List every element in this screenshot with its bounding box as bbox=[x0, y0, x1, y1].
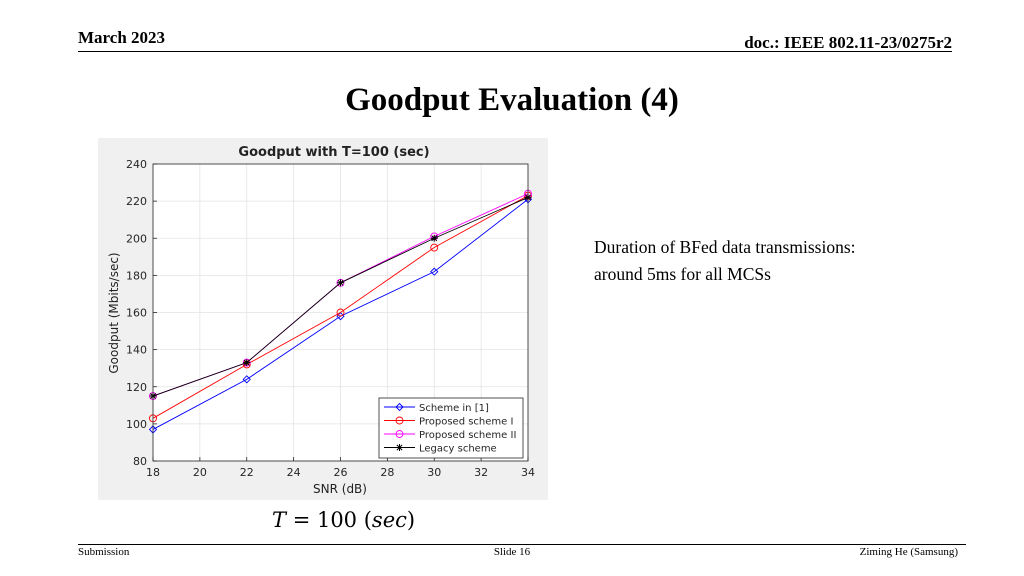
legend-label: Proposed scheme I bbox=[419, 417, 513, 428]
equation-close: ) bbox=[406, 508, 416, 532]
chart-legend: Scheme in [1] Proposed scheme I Proposed s… bbox=[378, 397, 524, 459]
note-line-1: Duration of BFed data transmissions: bbox=[594, 237, 856, 257]
x-tick-label: 32 bbox=[474, 466, 488, 479]
footer-author: Ziming He (Samsung) bbox=[859, 546, 958, 558]
equation-var: T bbox=[272, 508, 287, 532]
y-tick-label: 100 bbox=[126, 418, 147, 431]
equation-unit: sec bbox=[371, 508, 407, 532]
x-tick-label: 24 bbox=[287, 466, 301, 479]
footer-slide-number: Slide 16 bbox=[493, 546, 531, 558]
x-tick-label: 18 bbox=[146, 466, 160, 479]
slide-title: Goodput Evaluation (4) bbox=[345, 82, 679, 118]
x-tick-label: 34 bbox=[521, 466, 535, 479]
goodput-chart: Goodput with T=100 (sec) 18 20 22 24 26 28 30 3… bbox=[107, 145, 535, 496]
data-point-diamond bbox=[242, 375, 251, 384]
y-tick-label: 80 bbox=[133, 455, 147, 468]
tick-labels: 18 20 22 24 26 28 30 32 34 80 100 120 140 160 180 200 22… bbox=[126, 158, 535, 479]
data-point-star bbox=[396, 444, 403, 451]
header-divider bbox=[78, 51, 952, 52]
x-tick-label: 28 bbox=[380, 466, 394, 479]
y-axis-label: Goodput (Mbits/sec) bbox=[107, 252, 121, 373]
data-point-diamond bbox=[430, 267, 439, 276]
data-point-star bbox=[430, 234, 438, 242]
series-line bbox=[152, 195, 529, 419]
legend-label: Legacy scheme bbox=[419, 444, 497, 455]
data-point-circle bbox=[430, 243, 439, 252]
y-tick-label: 220 bbox=[126, 195, 147, 208]
header-date: March 2023 bbox=[78, 28, 166, 47]
data-point-circle bbox=[336, 308, 345, 317]
y-tick-label: 200 bbox=[126, 232, 147, 245]
x-tick-label: 20 bbox=[193, 466, 207, 479]
x-axis-label: SNR (dB) bbox=[313, 482, 367, 496]
legend-label: Scheme in [1] bbox=[419, 403, 489, 414]
chart-title: Goodput with T=100 (sec) bbox=[238, 145, 429, 160]
data-point-star bbox=[337, 279, 344, 287]
data-point-diamond bbox=[395, 402, 404, 412]
note-line-2: around 5ms for all MCSs bbox=[594, 264, 771, 284]
x-tick-label: 22 bbox=[240, 466, 254, 479]
data-point-star bbox=[243, 359, 251, 367]
x-tick-label: 30 bbox=[427, 466, 441, 479]
y-tick-label: 160 bbox=[126, 307, 147, 320]
x-tick-label: 26 bbox=[334, 466, 348, 479]
equation: T = 100 (sec) bbox=[272, 508, 415, 532]
equation-rest: = 100 ( bbox=[286, 508, 372, 532]
y-tick-label: 140 bbox=[126, 344, 147, 357]
legend-label: Proposed scheme II bbox=[419, 430, 516, 441]
data-point-circle bbox=[395, 416, 404, 425]
y-tick-label: 240 bbox=[126, 158, 147, 171]
y-tick-label: 120 bbox=[126, 381, 147, 394]
footer-divider bbox=[78, 544, 966, 545]
note-text: Duration of BFed data transmissions: aro… bbox=[594, 234, 856, 288]
footer-submission: Submission bbox=[78, 546, 130, 558]
y-tick-label: 180 bbox=[126, 269, 147, 282]
chart-figure: Goodput with T=100 (sec) 18 20 22 24 26 28 30 3… bbox=[98, 138, 548, 500]
data-point-circle bbox=[395, 430, 404, 438]
series-layer bbox=[148, 189, 533, 434]
header-doc-id: doc.: IEEE 802.11-23/0275r2 bbox=[744, 33, 952, 52]
